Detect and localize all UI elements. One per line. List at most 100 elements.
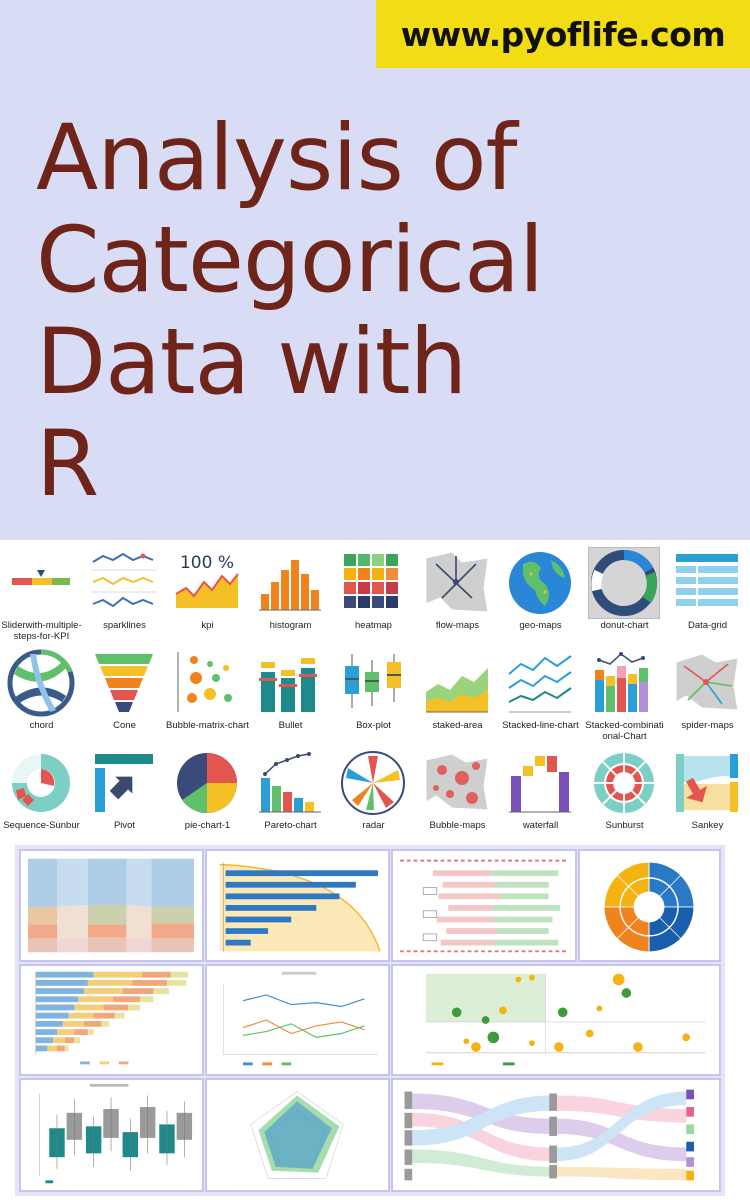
gallery-item-label: heatmap [355, 620, 392, 631]
stacked-bar-segment [122, 988, 154, 994]
gallery-item-label: Stacked-combinational-Chart [585, 720, 664, 742]
gallery-item-label: pie-chart-1 [184, 820, 231, 831]
stacked-bar-segment [139, 996, 154, 1003]
gallery-item-sparklines[interactable]: sparklines [83, 544, 166, 644]
stacked-bar-segment [87, 979, 133, 986]
gallery-item-label: Pareto-chart [264, 820, 317, 831]
gallery-item-flow-maps[interactable]: flow-maps [416, 544, 499, 644]
hero-banner: www.pyoflife.com Analysis of Categorical… [0, 0, 750, 540]
waterfall-icon [505, 748, 575, 818]
box-plot-icon [338, 648, 408, 718]
stacked-bar-segment [35, 979, 88, 986]
gallery-item-label: Sliderwith-multiple-steps-for-KPI [1, 620, 82, 642]
gallery-item-stacked-line[interactable]: Stacked-line-chart [499, 644, 582, 744]
dashboard-collage [15, 845, 725, 1196]
spider-maps-icon [672, 648, 742, 718]
gallery-item-geo-maps[interactable]: geo-maps [499, 544, 582, 644]
stacked-bar-segment [153, 988, 169, 994]
gallery-item-label: Sankey [691, 820, 724, 831]
gallery-item-label: Cone [113, 720, 136, 731]
stacked-bar-segment [35, 1045, 48, 1052]
stacked-bar-segment [141, 971, 171, 978]
line-chart [223, 971, 379, 1066]
gallery-item-pivot[interactable]: Pivot [83, 744, 166, 844]
stacked-bar-segment [101, 1020, 110, 1027]
gallery-item-histogram[interactable]: histogram [249, 544, 332, 644]
gallery-item-label: Sequence-Sunbur [3, 820, 80, 831]
gallery-item-waterfall[interactable]: waterfall [499, 744, 582, 844]
stacked-bar-segment [74, 1004, 104, 1011]
gallery-item-label: Bullet [278, 720, 303, 731]
slider-kpi-icon [6, 548, 76, 618]
gallery-item-data-grid[interactable]: Data-grid [666, 544, 749, 644]
gallery-item-kpi[interactable]: 100 % kpi [166, 544, 249, 644]
stacked-combo-icon [589, 648, 659, 718]
parallel-sets-chart [28, 858, 194, 953]
pie-chart-icon [172, 748, 242, 818]
bullet-icon [255, 648, 325, 718]
stacked-bar-segment [170, 971, 189, 978]
gallery-item-cone[interactable]: Cone [83, 644, 166, 744]
gallery-item-slider-kpi[interactable]: Sliderwith-multiple-steps-for-KPI [0, 544, 83, 644]
stacked-bar-segment [93, 971, 142, 978]
stacked-bar-segment [84, 988, 123, 994]
sequence-sunburst-icon [6, 748, 76, 818]
gallery-item-bubble-maps[interactable]: Bubble-maps [416, 744, 499, 844]
gallery-item-label: radar [362, 820, 385, 831]
gallery-item-bubble-matrix[interactable]: Bubble-matrix-chart [166, 644, 249, 744]
gallery-item-pareto-chart[interactable]: Pareto-chart [249, 744, 332, 844]
stacked-hbar-chart [35, 971, 189, 1065]
stacked-bar-segment [78, 996, 113, 1003]
stacked-bar-segment [57, 1029, 75, 1035]
gallery-item-sankey[interactable]: Sankey [666, 744, 749, 844]
gallery-item-spider-maps[interactable]: spider-maps [666, 644, 749, 744]
stacked-bar-segment [35, 1012, 69, 1019]
gallery-item-label: donut-chart [600, 620, 649, 631]
gallery-item-radar[interactable]: radar [332, 744, 415, 844]
boxplot-chart [39, 1083, 193, 1184]
data-grid-icon [672, 548, 742, 618]
stacked-bar-segment [62, 1020, 85, 1027]
kpi-icon: 100 % [172, 548, 242, 618]
gallery-item-box-plot[interactable]: Box-plot [332, 644, 415, 744]
stacked-bar-segment [128, 1004, 140, 1011]
gallery-item-chord[interactable]: chord [0, 644, 83, 744]
geo-maps-icon [505, 548, 575, 618]
site-url-badge[interactable]: www.pyoflife.com [376, 0, 750, 68]
page-title: Analysis of Categorical Data with R [36, 108, 736, 516]
gallery-item-label: kpi [201, 620, 214, 631]
gallery-item-donut-chart[interactable]: donut-chart [583, 544, 666, 644]
pivot-icon [89, 748, 159, 818]
gallery-item-label: Bubble-maps [429, 820, 486, 831]
gallery-item-pie-chart[interactable]: pie-chart-1 [166, 744, 249, 844]
title-line: Data with [36, 310, 467, 415]
bubble-maps-icon [422, 748, 492, 818]
gallery-item-label: staked-area [432, 720, 483, 731]
stacked-bar-segment [68, 1012, 94, 1019]
radar-icon [338, 748, 408, 818]
stacked-bar-segment [35, 1020, 63, 1027]
sankey-icon [672, 748, 742, 818]
line-chart-panel [205, 964, 390, 1076]
heatmap-icon [338, 548, 408, 618]
stacked-bar-segment [87, 1029, 94, 1035]
gallery-item-sequence-sunburst[interactable]: Sequence-Sunbur [0, 744, 83, 844]
stacked-bar-segment [47, 1045, 58, 1052]
gallery-item-label: Sunburst [605, 820, 644, 831]
boxplot-panel [19, 1078, 204, 1192]
chart-type-gallery: Sliderwith-multiple-steps-for-KPI sparkli… [0, 540, 750, 835]
stacked-bar-segment [64, 1037, 75, 1044]
stacked-bar-segment [35, 996, 79, 1003]
stacked-bar-segment [103, 1004, 129, 1011]
gallery-item-label: waterfall [522, 820, 559, 831]
stacked-bar-segment [35, 971, 94, 978]
gallery-item-heatmap[interactable]: heatmap [332, 544, 415, 644]
donut-chart-icon [588, 547, 660, 619]
gallery-item-label: Pivot [113, 820, 136, 831]
gallery-item-stacked-combo[interactable]: Stacked-combinational-Chart [583, 644, 666, 744]
gallery-item-bullet[interactable]: Bullet [249, 644, 332, 744]
gallery-item-sunburst[interactable]: Sunburst [583, 744, 666, 844]
title-line: Analysis of [36, 106, 518, 211]
stacked-bar-segment [74, 1029, 88, 1035]
gallery-item-stacked-area[interactable]: staked-area [416, 644, 499, 744]
